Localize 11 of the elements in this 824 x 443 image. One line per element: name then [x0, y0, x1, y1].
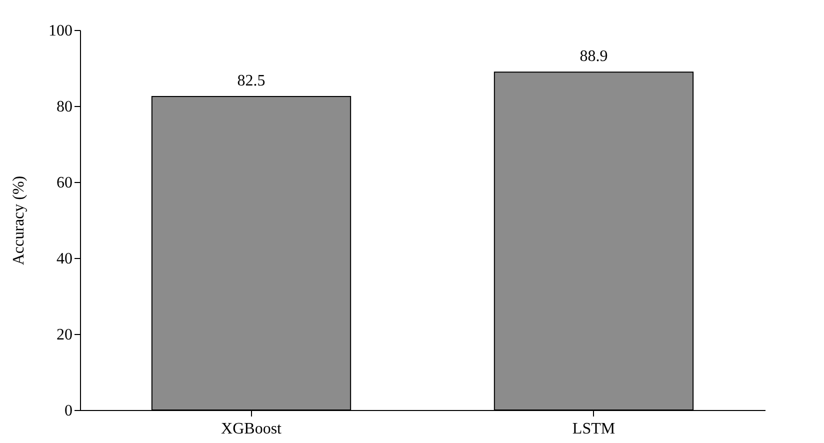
- y-tick-label: 100: [48, 22, 72, 40]
- data-label: 82.5: [237, 72, 266, 90]
- y-tick-label: 0: [64, 402, 72, 420]
- x-tick-label: XGBoost: [221, 420, 282, 438]
- data-label: 88.9: [580, 48, 608, 66]
- y-tick-label: 80: [56, 98, 72, 116]
- y-axis-title: Accuracy (%): [10, 176, 28, 266]
- y-tick-label: 20: [56, 326, 72, 344]
- y-tick-label: 60: [56, 174, 72, 192]
- y-tick-label: 40: [56, 250, 72, 268]
- x-tick-label: LSTM: [572, 420, 616, 438]
